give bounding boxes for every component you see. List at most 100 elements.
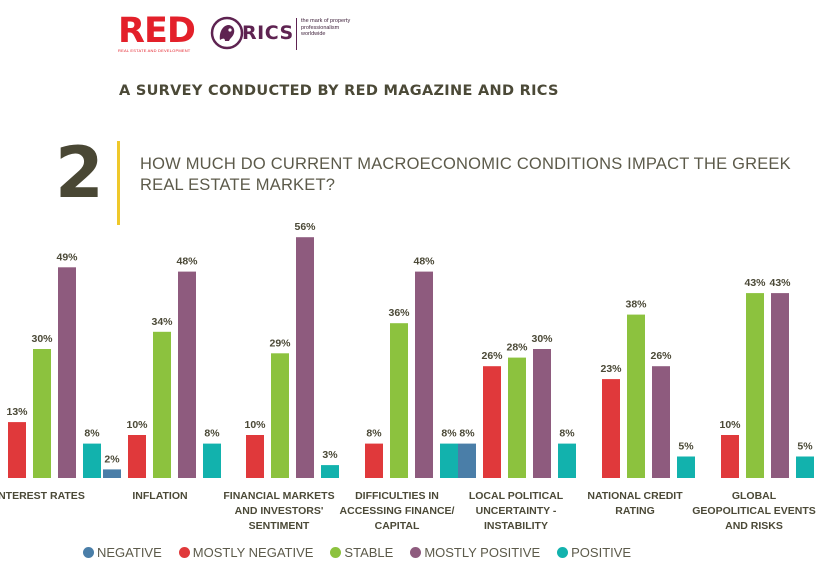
data-label-1-1: 10% xyxy=(126,419,148,431)
data-label-2-0: 30% xyxy=(31,333,53,345)
bar-3-2 xyxy=(296,237,314,478)
legend-label: MOSTLY POSITIVE xyxy=(424,545,541,560)
legend-item-2: STABLE xyxy=(330,545,393,560)
bar-0-4 xyxy=(458,443,476,478)
question-accent-rule xyxy=(117,141,120,225)
category-label-line: INFLATION xyxy=(132,490,187,502)
question-number: 2 xyxy=(55,132,104,214)
category-label-2: FINANCIAL MARKETS AND INVESTORS' SENTIMENT xyxy=(223,490,334,532)
bar-4-4 xyxy=(558,443,576,478)
legend-swatch xyxy=(557,547,569,558)
bar-3-1 xyxy=(178,271,196,478)
bar-2-0 xyxy=(33,349,51,478)
legend-item-3: MOSTLY POSITIVE xyxy=(410,545,540,560)
data-label-0-4: 8% xyxy=(459,428,475,440)
bar-2-3 xyxy=(390,323,408,478)
bar-1-3 xyxy=(365,443,383,478)
bar-4-2 xyxy=(321,465,339,478)
red-logo-text: RED xyxy=(118,11,196,51)
bar-1-0 xyxy=(8,422,26,478)
category-label-line: LOCAL POLITICAL xyxy=(469,490,564,502)
category-label-line: UNCERTAINTY - xyxy=(476,505,557,517)
legend-label: MOSTLY NEGATIVE xyxy=(192,545,314,560)
data-label-3-1: 48% xyxy=(176,256,198,268)
bar-3-0 xyxy=(58,267,76,478)
data-label-1-6: 10% xyxy=(719,419,741,431)
legend-swatch xyxy=(178,547,190,558)
category-label-line: NATIONAL CREDIT xyxy=(587,490,683,502)
rics-logo-text: RICS xyxy=(242,22,294,44)
category-label-line: RATING xyxy=(615,505,654,517)
data-label-4-4: 8% xyxy=(559,428,575,440)
data-label-3-6: 43% xyxy=(769,277,791,289)
data-label-4-2: 3% xyxy=(322,449,338,461)
data-label-2-5: 38% xyxy=(625,299,647,311)
category-label-line: GEOPOLITICAL EVENTS xyxy=(692,505,816,517)
bar-2-2 xyxy=(271,353,289,478)
data-label-4-1: 8% xyxy=(204,428,220,440)
legend-item-4: POSITIVE xyxy=(557,545,631,560)
legend-label: NEGATIVE xyxy=(97,545,162,560)
data-label-2-1: 34% xyxy=(151,316,173,328)
category-label-line: AND RISKS xyxy=(725,520,783,532)
bar-4-3 xyxy=(440,443,458,478)
bar-3-5 xyxy=(652,366,670,478)
legend-swatch xyxy=(330,547,342,558)
legend-label: POSITIVE xyxy=(571,545,632,560)
data-label-1-0: 13% xyxy=(6,406,28,418)
bar-1-2 xyxy=(246,435,264,478)
rics-divider xyxy=(296,18,297,50)
category-label-line: INSTABILITY xyxy=(484,520,548,532)
data-label-3-4: 30% xyxy=(531,333,553,345)
data-label-4-0: 8% xyxy=(84,428,100,440)
category-label-6: GLOBAL GEOPOLITICAL EVENTS AND RISKS xyxy=(692,490,816,532)
data-label-3-5: 26% xyxy=(650,350,672,362)
legend-label: STABLE xyxy=(344,545,394,560)
question-text: HOW MUCH DO CURRENT MACROECONOMIC CONDIT… xyxy=(140,155,791,194)
data-label-2-2: 29% xyxy=(269,337,291,349)
bar-3-3 xyxy=(415,271,433,478)
category-label-line: AND INVESTORS' xyxy=(235,505,324,517)
bar-2-5 xyxy=(627,314,645,478)
legend-swatch xyxy=(83,547,94,558)
bar-2-1 xyxy=(153,331,171,478)
category-label-line: GLOBAL xyxy=(732,490,777,502)
survey-headline: A SURVEY CONDUCTED BY RED MAGAZINE AND R… xyxy=(119,83,559,99)
red-logo-subtitle: REAL ESTATE AND DEVELOPMENT xyxy=(118,48,191,53)
rics-tagline: the mark of property professionalism wor… xyxy=(301,18,351,37)
data-label-4-5: 5% xyxy=(678,441,694,453)
category-label-line: INTEREST RATES xyxy=(0,490,85,502)
category-label-line: CAPITAL xyxy=(375,520,420,532)
category-label-4: LOCAL POLITICAL UNCERTAINTY - INSTABILITY xyxy=(469,490,564,532)
bar-4-0 xyxy=(83,443,101,478)
data-label-3-2: 56% xyxy=(294,221,316,233)
bar-3-4 xyxy=(533,349,551,478)
data-label-2-3: 36% xyxy=(388,307,410,319)
bar-1-5 xyxy=(602,379,620,478)
bar-2-4 xyxy=(508,357,526,478)
legend-swatch xyxy=(410,547,422,558)
legend-item-1: MOSTLY NEGATIVE xyxy=(178,545,314,560)
category-label-0: INTEREST RATES xyxy=(0,490,85,502)
data-label-1-3: 8% xyxy=(366,428,382,440)
category-label-3: DIFFICULTIES IN ACCESSING FINANCE/CAPITAL xyxy=(340,490,455,532)
category-label-line: ACCESSING FINANCE/ xyxy=(340,505,455,517)
red-logo: RED REAL ESTATE AND DEVELOPMENT xyxy=(118,11,196,58)
data-label-0-1: 2% xyxy=(104,453,120,465)
data-label-1-2: 10% xyxy=(244,419,266,431)
chart-legend: NEGATIVE MOSTLY NEGATIVE STABLE MOSTLY POSI… xyxy=(83,545,648,560)
bar-2-6 xyxy=(746,293,764,478)
data-label-1-4: 26% xyxy=(481,350,503,362)
bar-1-6 xyxy=(721,435,739,478)
bar-1-1 xyxy=(128,435,146,478)
data-label-1-5: 23% xyxy=(600,363,622,375)
category-label-line: SENTIMENT xyxy=(249,520,310,532)
bar-4-6 xyxy=(796,456,814,478)
bar-0-1 xyxy=(103,469,121,478)
category-label-5: NATIONAL CREDIT RATING xyxy=(587,490,683,517)
data-label-3-3: 48% xyxy=(413,256,435,268)
bar-4-1 xyxy=(203,443,221,478)
category-label-1: INFLATION xyxy=(132,490,187,502)
data-label-4-6: 5% xyxy=(797,441,813,453)
